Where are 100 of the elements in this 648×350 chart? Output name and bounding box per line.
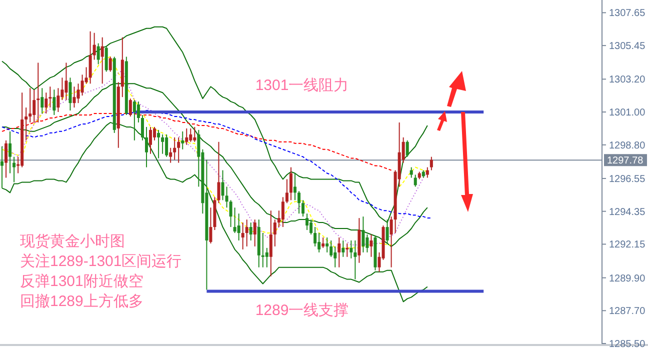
candlestick (100, 36, 104, 84)
y-tick-label: 1289.90 (609, 273, 646, 284)
candlestick (390, 216, 393, 268)
candlestick (48, 86, 52, 108)
candlestick (173, 136, 176, 160)
candlestick (4, 140, 8, 178)
y-tick-label: 1301.00 (609, 108, 646, 119)
candlestick (326, 236, 329, 253)
candlestick (161, 134, 164, 154)
candlestick (297, 190, 300, 214)
y-tick-label: 1294.35 (609, 206, 646, 218)
candlestick (169, 147, 172, 164)
candlestick (193, 126, 196, 142)
candlestick (64, 62, 68, 101)
candlestick (128, 98, 132, 117)
candlestick (177, 136, 180, 164)
y-tick-label: 1298.80 (609, 140, 646, 152)
y-tick-label: 1296.55 (609, 174, 646, 185)
candlestick (80, 74, 84, 96)
candlestick (72, 86, 76, 108)
candlestick (24, 107, 28, 141)
candlestick (225, 186, 228, 208)
candlestick (8, 130, 12, 174)
ref-line-label: 1297.78 (607, 156, 644, 167)
candlestick (430, 156, 433, 171)
candlestick (245, 219, 248, 247)
candlestick (293, 172, 296, 201)
candlestick (92, 32, 96, 60)
candlestick (136, 101, 140, 123)
candlestick (157, 129, 160, 159)
candlestick (273, 219, 276, 247)
candlestick (108, 56, 112, 72)
candlestick (217, 141, 220, 204)
candlestick (285, 178, 288, 204)
candlestick (366, 234, 369, 253)
candlestick (306, 213, 309, 230)
candlestick (346, 242, 349, 258)
y-tick-label: 1303.20 (609, 74, 646, 86)
annotation: 反弹1301附近做空 (20, 273, 144, 290)
candlestick (233, 207, 236, 234)
candlestick (265, 247, 268, 268)
candlestick (318, 232, 321, 253)
y-tick-label: 1285.50 (609, 339, 646, 350)
candlestick (52, 89, 56, 116)
candlestick (0, 146, 4, 189)
candlestick (209, 207, 212, 244)
candlestick (68, 77, 72, 112)
candlestick (32, 89, 36, 123)
candlestick (241, 222, 244, 250)
candlestick (140, 114, 144, 141)
candlestick (281, 196, 284, 228)
y-tick-label: 1287.70 (609, 306, 646, 318)
candlestick (310, 219, 313, 235)
candlestick (56, 88, 60, 113)
candlestick (302, 200, 305, 218)
candlestick (406, 140, 409, 158)
candlestick (88, 30, 92, 84)
candlestick (104, 46, 108, 72)
candlestick (354, 240, 357, 280)
candlestick (338, 236, 341, 268)
annotation: 回撤1289上方低多 (20, 293, 144, 310)
annotation: 现货黄金小时图 (20, 233, 125, 250)
candlestick (28, 88, 32, 123)
candlestick (386, 219, 389, 244)
candlestick (44, 92, 48, 114)
candlestick (322, 236, 325, 248)
annotation: 1301一线阻力 (255, 77, 349, 94)
candlestick (289, 166, 292, 201)
candlestick (370, 234, 373, 258)
candlestick (189, 128, 192, 142)
candlestick (314, 226, 317, 247)
candlestick (253, 219, 256, 247)
candlestick (249, 222, 252, 241)
annotation: 1289一线支撑 (255, 302, 349, 320)
candlestick (330, 240, 333, 258)
annotation: 关注1289-1301区间运行 (20, 253, 182, 270)
candlestick (181, 130, 184, 150)
candlestick (334, 246, 337, 268)
candlestick (149, 126, 152, 154)
candlestick (12, 156, 16, 183)
candlestick (144, 126, 148, 168)
y-tick-label: 1305.45 (609, 41, 646, 52)
candlestick (165, 134, 168, 158)
candlestick (40, 88, 44, 114)
y-tick-label: 1292.15 (609, 240, 646, 251)
candlestick (237, 213, 240, 241)
candlestick (414, 174, 417, 188)
candlestick (76, 83, 80, 104)
candlestick (36, 62, 40, 123)
candlestick (153, 126, 156, 141)
candlestick (350, 240, 353, 259)
candlestick (269, 210, 272, 277)
candlestick (229, 200, 232, 228)
candlestick (362, 216, 365, 253)
candlestick (96, 42, 100, 65)
candlestick (185, 128, 188, 146)
line-series (2, 26, 428, 224)
candlestick (221, 170, 224, 201)
y-tick-label: 1307.65 (609, 8, 646, 20)
candlestick (132, 100, 136, 141)
